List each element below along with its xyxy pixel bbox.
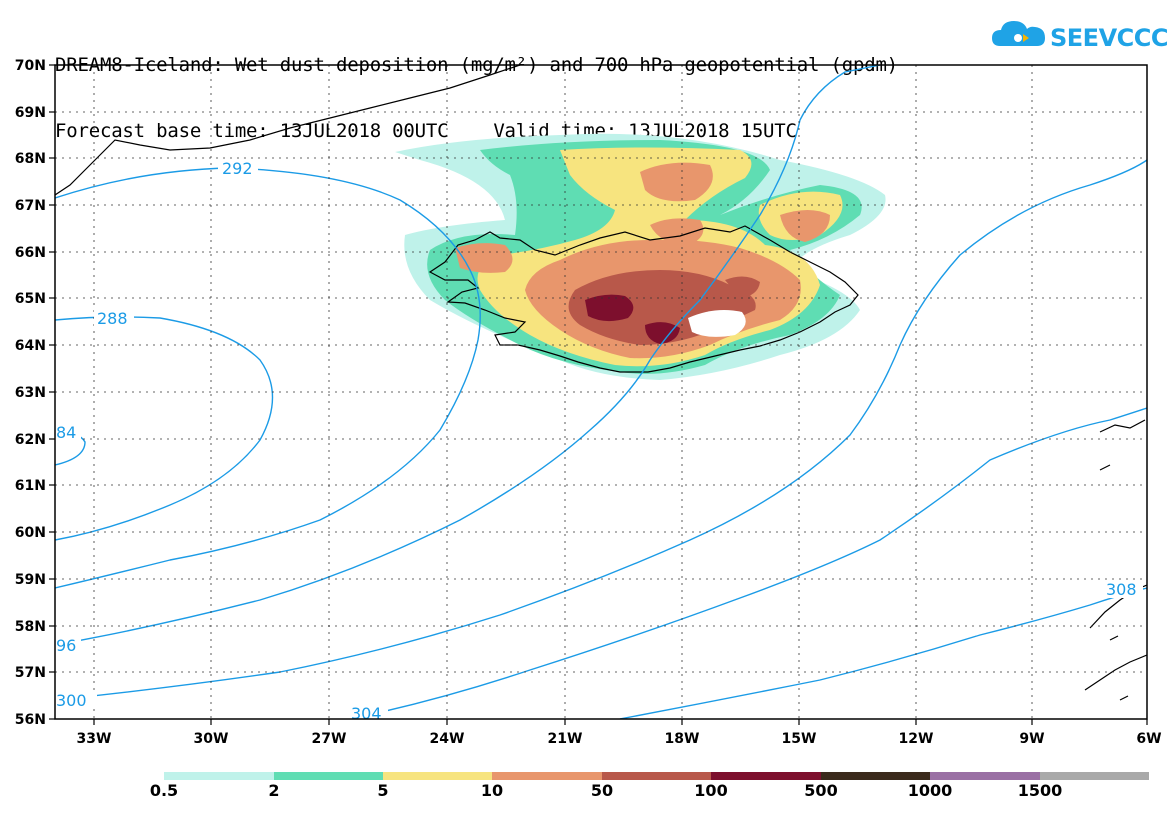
legend-swatch <box>821 772 930 780</box>
seevccc-logo: SEEVCCC <box>990 16 1169 56</box>
dust-gap <box>688 310 746 337</box>
contour-300 <box>55 159 1147 701</box>
legend-label: 100 <box>694 781 728 800</box>
longitude-labels: 33W 30W 27W 24W 21W 18W 15W 12W 9W 6W <box>77 731 1162 747</box>
legend-swatch <box>602 772 711 780</box>
dust-100-contour <box>585 294 680 344</box>
legend-swatch <box>930 772 1040 780</box>
contour-label-288: 288 <box>97 309 128 328</box>
coastlines <box>55 65 1147 701</box>
lat-label: 61N <box>15 478 46 494</box>
lat-label: 64N <box>15 338 46 354</box>
legend-swatch <box>711 772 821 780</box>
cloud-logo-icon <box>992 21 1045 46</box>
iceland-coastline <box>428 225 859 373</box>
lon-label: 12W <box>899 731 934 747</box>
greenland-coastline <box>55 65 521 196</box>
title-line-2: Forecast base time: 13JUL2018 00UTC Vali… <box>55 120 797 142</box>
lat-label: 67N <box>15 198 46 214</box>
lat-label: 62N <box>15 432 46 448</box>
lon-label: 30W <box>194 731 229 747</box>
lon-label: 18W <box>665 731 700 747</box>
lat-label: 65N <box>15 291 46 307</box>
lat-label: 70N <box>15 58 46 74</box>
legend-label: 50 <box>590 781 614 800</box>
legend-label: 2 <box>268 781 280 800</box>
legend-label: 10 <box>480 781 504 800</box>
contour-label-284: 84 <box>56 423 76 442</box>
legend-label: 500 <box>804 781 838 800</box>
legend-swatch <box>1040 772 1149 780</box>
contour-label-292: 292 <box>222 159 253 178</box>
dust-10-contour-ne <box>780 210 830 242</box>
norway-coastline <box>1084 419 1147 691</box>
tick-marks <box>49 64 1148 725</box>
legend-label: 5 <box>377 781 389 800</box>
latitude-labels: 70N 69N 68N 67N 66N 65N 64N 63N 62N 61N … <box>15 58 46 728</box>
logo-text: SEEVCCC <box>1050 24 1169 52</box>
contour-304 <box>349 407 1147 719</box>
dust-10-contour-nw <box>455 243 513 273</box>
lon-label: 9W <box>1019 731 1044 747</box>
lat-label: 66N <box>15 245 46 261</box>
lat-label: 69N <box>15 105 46 121</box>
norway-islands <box>1099 464 1129 701</box>
legend-swatch <box>492 772 602 780</box>
lon-label: 21W <box>548 731 583 747</box>
legend-label: 1000 <box>907 781 953 800</box>
contour-label-296: 96 <box>56 636 76 655</box>
contour-292 <box>55 167 481 589</box>
lat-label: 60N <box>15 525 46 541</box>
legend-swatch <box>164 772 274 780</box>
lat-label: 56N <box>15 712 46 728</box>
lon-label: 15W <box>782 731 817 747</box>
contour-296 <box>55 65 881 646</box>
lon-label: 33W <box>77 731 112 747</box>
contour-288 <box>55 316 274 541</box>
lon-label: 27W <box>312 731 347 747</box>
contour-label-308: 308 <box>1106 580 1137 599</box>
contour-label-304: 304 <box>351 704 382 723</box>
lat-label: 63N <box>15 385 46 401</box>
grid-lines <box>55 65 1147 719</box>
lon-label: 24W <box>430 731 465 747</box>
contour-308 <box>619 587 1147 719</box>
legend-swatch <box>274 772 383 780</box>
lat-label: 59N <box>15 572 46 588</box>
lat-label: 68N <box>15 151 46 167</box>
legend-label: 0.5 <box>149 781 179 800</box>
lon-label: 6W <box>1136 731 1161 747</box>
legend-swatch <box>383 772 492 780</box>
legend-label: 1500 <box>1017 781 1063 800</box>
lat-label: 58N <box>15 619 46 635</box>
contour-label-300: 300 <box>56 691 87 710</box>
dust-deposition-field <box>395 133 886 380</box>
lat-label: 57N <box>15 665 46 681</box>
